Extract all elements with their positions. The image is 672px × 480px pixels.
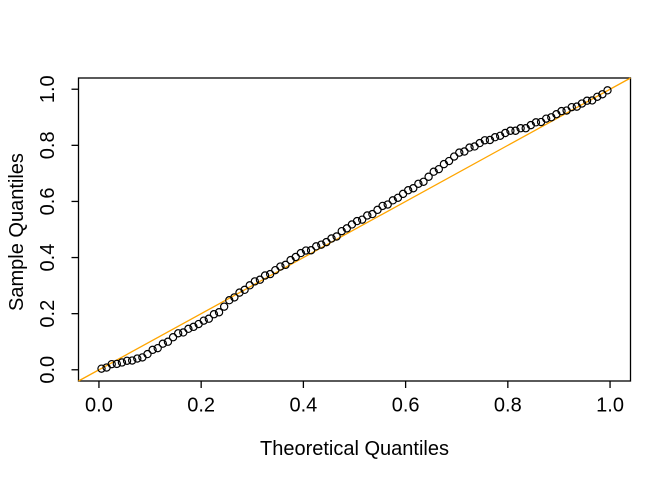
data-point	[388, 196, 398, 205]
data-point	[291, 252, 300, 262]
data-point	[311, 242, 321, 251]
data-point	[393, 193, 403, 202]
data-point	[501, 128, 510, 138]
y-tick-label: 0.0	[37, 356, 59, 384]
x-axis-title: Theoretical Quantiles	[260, 438, 449, 460]
plot-frame	[77, 77, 632, 382]
y-tick-label: 0.2	[37, 300, 59, 328]
data-point	[138, 353, 147, 362]
data-point	[598, 90, 607, 99]
data-point	[434, 164, 444, 174]
data-point	[148, 345, 157, 355]
data-point	[107, 359, 116, 369]
data-point	[179, 328, 188, 337]
data-point	[465, 143, 474, 152]
data-point	[383, 200, 392, 209]
data-point	[122, 356, 132, 365]
data-point	[230, 293, 239, 302]
data-point	[168, 333, 178, 342]
y-tick-label: 0.4	[37, 244, 59, 272]
y-tick-label: 0.8	[37, 131, 59, 159]
data-point	[531, 118, 541, 127]
data-point	[403, 186, 413, 195]
data-point	[158, 339, 168, 348]
data-point	[281, 260, 290, 270]
data-point	[127, 356, 137, 365]
data-point	[260, 271, 270, 280]
data-point	[449, 152, 459, 161]
data-point	[117, 358, 127, 367]
data-point	[470, 142, 479, 151]
data-point	[490, 132, 500, 142]
data-point	[245, 281, 254, 290]
data-point	[378, 201, 387, 211]
data-point	[398, 189, 408, 199]
y-tick-label: 0.6	[37, 188, 59, 216]
x-tick-label: 0.0	[85, 395, 113, 417]
data-point	[419, 177, 428, 187]
data-point	[143, 349, 152, 359]
data-point	[557, 106, 566, 116]
data-point	[276, 262, 285, 271]
data-point	[541, 114, 551, 123]
data-point	[357, 215, 367, 224]
data-point	[219, 302, 229, 311]
data-point	[429, 167, 438, 176]
y-axis-title: Sample Quantiles	[6, 153, 28, 311]
data-point	[204, 314, 214, 323]
x-tick-label: 0.4	[289, 395, 317, 417]
data-point	[265, 269, 275, 279]
data-point	[536, 117, 546, 127]
data-point	[97, 364, 106, 373]
x-tick-label: 0.8	[494, 395, 522, 417]
data-point	[342, 224, 352, 233]
data-point	[306, 246, 316, 255]
data-point	[255, 275, 265, 284]
data-point	[332, 232, 341, 241]
data-point	[444, 156, 454, 166]
data-point	[603, 86, 612, 95]
data-point	[460, 147, 469, 156]
data-point	[567, 102, 576, 112]
data-point	[409, 184, 418, 193]
data-point	[368, 209, 377, 219]
data-point	[511, 126, 520, 135]
data-point	[163, 337, 173, 346]
data-point	[133, 354, 142, 363]
x-tick-label: 1.0	[596, 395, 624, 417]
data-point	[582, 96, 592, 105]
data-point	[593, 92, 602, 102]
data-point	[184, 324, 193, 334]
data-point	[455, 148, 464, 157]
data-point	[214, 308, 224, 317]
data-point	[209, 310, 219, 319]
x-tick-label: 0.6	[392, 395, 420, 417]
data-point	[363, 211, 372, 220]
data-point	[317, 240, 326, 249]
data-point	[199, 316, 208, 325]
data-point	[296, 248, 306, 258]
data-point	[480, 136, 490, 145]
y-tick-label: 1.0	[37, 75, 59, 103]
data-point	[153, 343, 162, 353]
data-point	[414, 179, 423, 188]
data-point	[516, 124, 525, 133]
data-point	[373, 205, 382, 215]
data-point	[250, 277, 260, 286]
data-point	[327, 234, 336, 243]
x-tick-label: 0.2	[187, 395, 215, 417]
data-point	[347, 220, 357, 229]
data-point	[240, 285, 249, 295]
qq-reference-line	[78, 77, 631, 382]
data-point	[506, 126, 515, 135]
data-point	[352, 216, 362, 226]
data-point	[424, 172, 433, 181]
data-point	[112, 359, 122, 369]
plot-content: 0.0 0.2 0.4 0.6 0.8 1.0 0.0 0.2 0.4 0.6 0.8 1.0	[37, 75, 631, 417]
data-point	[301, 246, 311, 255]
data-point	[173, 329, 183, 338]
